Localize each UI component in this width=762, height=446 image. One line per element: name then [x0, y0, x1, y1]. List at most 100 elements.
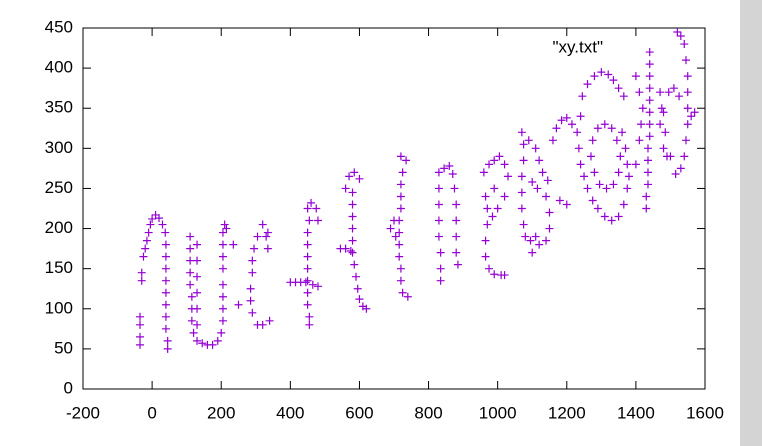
- point: [395, 228, 404, 237]
- point: [602, 184, 611, 193]
- point: [351, 272, 360, 281]
- point: [490, 270, 499, 279]
- point: [395, 252, 404, 261]
- y-tick-label: 300: [45, 138, 73, 157]
- point: [524, 136, 533, 145]
- point: [305, 312, 314, 321]
- point: [578, 92, 587, 101]
- x-tick-label: 1600: [686, 403, 724, 422]
- point: [208, 340, 217, 349]
- point: [155, 214, 164, 223]
- point: [161, 324, 170, 333]
- point: [673, 28, 682, 37]
- point: [350, 168, 359, 177]
- point: [217, 328, 226, 337]
- point: [146, 220, 155, 229]
- point: [218, 280, 227, 289]
- point: [580, 172, 589, 181]
- point: [250, 244, 259, 253]
- point: [659, 144, 668, 153]
- point: [637, 120, 646, 129]
- point: [545, 208, 554, 217]
- point: [542, 236, 551, 245]
- point: [676, 32, 685, 41]
- point: [395, 240, 404, 249]
- point: [436, 276, 445, 285]
- point: [528, 178, 537, 187]
- point: [661, 128, 670, 137]
- point: [618, 128, 627, 137]
- point: [305, 216, 314, 225]
- point: [604, 70, 613, 79]
- point: [161, 312, 170, 321]
- point: [253, 232, 262, 241]
- point: [218, 228, 227, 237]
- point: [623, 184, 632, 193]
- point: [500, 192, 509, 201]
- point: [531, 232, 540, 241]
- point: [555, 196, 564, 205]
- point: [218, 316, 227, 325]
- y-tick-label: 150: [45, 258, 73, 277]
- point: [137, 268, 146, 277]
- point: [348, 248, 357, 257]
- point: [616, 152, 625, 161]
- point: [193, 240, 202, 249]
- point: [574, 144, 583, 153]
- point: [161, 264, 170, 273]
- point: [533, 184, 542, 193]
- point: [396, 276, 405, 285]
- point: [193, 256, 202, 265]
- x-tick-label: 400: [276, 403, 304, 422]
- point: [386, 224, 395, 233]
- point: [614, 168, 623, 177]
- point: [450, 184, 459, 193]
- point: [186, 280, 195, 289]
- point: [576, 160, 585, 169]
- point: [607, 216, 616, 225]
- point: [538, 168, 547, 177]
- point: [355, 174, 364, 183]
- point: [193, 288, 202, 297]
- point: [586, 152, 595, 161]
- x-tick-label: 1000: [479, 403, 517, 422]
- point: [187, 316, 196, 325]
- point: [350, 260, 359, 269]
- point: [163, 344, 172, 353]
- point: [345, 172, 354, 181]
- point: [645, 60, 654, 69]
- point: [659, 108, 668, 117]
- point: [595, 180, 604, 189]
- point: [163, 336, 172, 345]
- x-tick-label: 600: [345, 403, 373, 422]
- point: [664, 88, 673, 97]
- point: [619, 200, 628, 209]
- point: [189, 328, 198, 337]
- point: [348, 224, 357, 233]
- y-tick-label: 350: [45, 98, 73, 117]
- point: [588, 196, 597, 205]
- point: [452, 216, 461, 225]
- point: [490, 184, 499, 193]
- point: [671, 170, 680, 179]
- point: [531, 144, 540, 153]
- point: [348, 212, 357, 221]
- point: [307, 198, 316, 207]
- point: [593, 204, 602, 213]
- point: [643, 180, 652, 189]
- point: [680, 40, 689, 49]
- point: [265, 316, 274, 325]
- point: [500, 271, 509, 280]
- point: [402, 156, 411, 165]
- point: [600, 120, 609, 129]
- point: [493, 204, 502, 213]
- point: [562, 200, 571, 209]
- point: [301, 278, 310, 287]
- point: [676, 164, 685, 173]
- y-tick-label: 400: [45, 58, 73, 77]
- background: [0, 0, 740, 446]
- point: [218, 240, 227, 249]
- point: [567, 120, 576, 129]
- point: [607, 124, 616, 133]
